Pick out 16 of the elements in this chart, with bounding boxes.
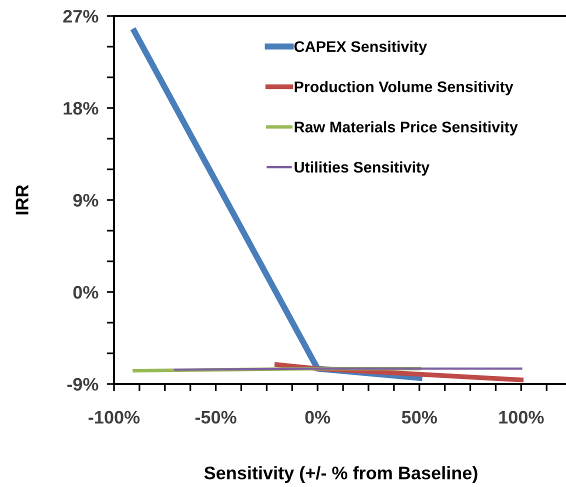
y-tick-label: 18% bbox=[64, 102, 98, 115]
x-axis-title: Sensitivity (+/- % from Baseline) bbox=[204, 466, 478, 483]
legend-label: Production Volume Sensitivity bbox=[294, 81, 514, 96]
x-tick-label: 50% bbox=[402, 410, 437, 424]
y-tick-label: 27% bbox=[63, 10, 98, 23]
x-tick-label: 0% bbox=[305, 410, 330, 424]
x-tick-label: 100% bbox=[499, 410, 544, 424]
y-tick-label: 0% bbox=[73, 286, 98, 299]
legend-label: Utilities Sensitivity bbox=[294, 161, 430, 176]
x-tick-label: -50% bbox=[195, 410, 236, 424]
y-tick-label: 9% bbox=[73, 194, 98, 207]
y-tick-label: -9% bbox=[67, 378, 98, 391]
legend-label: CAPEX Sensitivity bbox=[294, 40, 427, 56]
y-axis-title: IRR bbox=[16, 184, 28, 214]
legend-label: Raw Materials Price Sensitivity bbox=[294, 121, 518, 136]
x-tick-label: -100% bbox=[88, 410, 140, 424]
